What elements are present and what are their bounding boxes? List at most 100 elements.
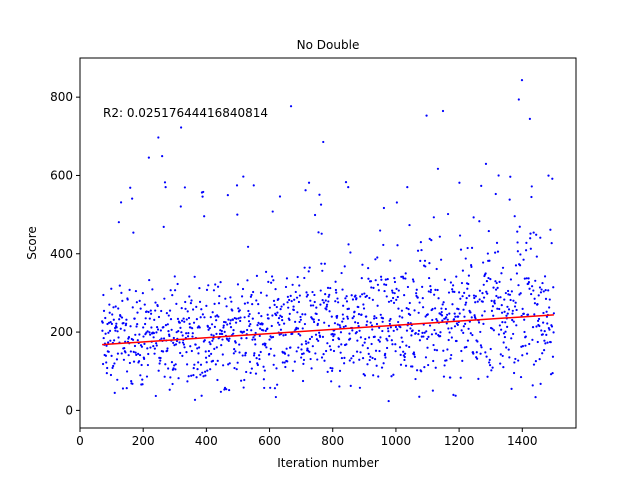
data-point <box>311 345 314 348</box>
data-point <box>549 373 553 376</box>
data-point <box>396 295 399 299</box>
data-point <box>313 213 317 217</box>
data-point <box>479 330 482 334</box>
data-point <box>393 280 397 284</box>
data-point <box>502 366 505 369</box>
data-point <box>127 336 131 339</box>
data-point <box>220 329 223 333</box>
data-point <box>269 347 272 350</box>
data-point <box>202 375 205 378</box>
data-point <box>509 278 513 281</box>
data-point <box>545 333 548 336</box>
data-point <box>466 287 469 290</box>
data-point <box>489 347 492 351</box>
data-point <box>358 386 362 389</box>
data-point <box>329 366 332 370</box>
data-point <box>420 335 423 338</box>
data-point <box>251 317 254 320</box>
data-point <box>154 301 157 304</box>
data-point <box>194 343 197 346</box>
data-point <box>234 341 237 344</box>
data-point <box>458 291 461 294</box>
data-point <box>525 352 529 355</box>
data-point <box>376 283 380 286</box>
data-point <box>525 277 528 280</box>
data-point <box>172 367 175 370</box>
data-point <box>452 284 455 287</box>
data-point <box>371 328 374 331</box>
data-point <box>232 352 235 355</box>
data-point <box>358 329 361 332</box>
data-point <box>339 331 343 334</box>
data-point <box>186 335 190 338</box>
data-point <box>467 282 470 286</box>
data-point <box>372 286 375 289</box>
data-point <box>504 330 507 333</box>
data-point <box>178 321 181 324</box>
data-point <box>447 291 451 294</box>
data-point <box>327 324 331 327</box>
data-point <box>439 335 442 338</box>
data-point <box>290 300 293 303</box>
data-point <box>155 344 158 347</box>
data-point <box>386 339 389 342</box>
data-point <box>247 309 250 313</box>
data-point <box>161 350 165 353</box>
data-point <box>501 266 505 269</box>
data-point <box>286 295 289 298</box>
data-point <box>506 312 509 315</box>
data-point <box>517 98 520 101</box>
data-point <box>373 315 376 318</box>
data-point <box>253 352 256 355</box>
data-point <box>405 344 408 347</box>
data-point <box>227 318 230 321</box>
data-point <box>361 263 364 266</box>
data-point <box>339 326 342 329</box>
data-point <box>256 324 259 327</box>
data-point <box>505 314 508 317</box>
data-point <box>450 336 453 339</box>
data-point <box>392 373 395 376</box>
data-point <box>342 304 345 307</box>
data-point <box>541 281 544 285</box>
y-tick-label: 200 <box>50 325 73 339</box>
data-point <box>504 291 507 295</box>
data-point <box>397 307 400 310</box>
data-point <box>219 390 222 393</box>
data-point <box>347 185 350 189</box>
data-point <box>229 319 232 322</box>
data-point <box>223 330 226 333</box>
data-point <box>173 275 176 278</box>
data-point <box>454 315 457 318</box>
data-point <box>543 275 547 278</box>
data-point <box>109 321 112 324</box>
data-point <box>536 302 539 306</box>
data-point <box>273 303 276 306</box>
data-point <box>297 332 300 336</box>
data-point <box>199 316 202 319</box>
data-point <box>123 329 126 332</box>
data-point <box>173 364 176 367</box>
data-point <box>543 339 546 342</box>
data-point <box>426 337 429 341</box>
data-point <box>427 335 430 338</box>
data-point <box>463 291 466 294</box>
data-point <box>428 261 431 265</box>
data-point <box>228 388 231 392</box>
data-point <box>482 261 485 264</box>
data-point <box>411 365 414 368</box>
data-point <box>542 311 545 315</box>
data-point <box>549 341 552 344</box>
x-tick-label: 1200 <box>444 434 475 448</box>
data-point <box>480 346 483 349</box>
data-point <box>174 368 177 371</box>
data-point <box>481 314 484 317</box>
data-point <box>390 299 393 302</box>
data-point <box>271 314 274 317</box>
data-point <box>232 329 235 332</box>
data-point <box>264 270 268 273</box>
data-point <box>373 335 376 338</box>
data-point <box>351 317 354 320</box>
data-point <box>208 341 211 344</box>
data-point <box>472 352 475 355</box>
